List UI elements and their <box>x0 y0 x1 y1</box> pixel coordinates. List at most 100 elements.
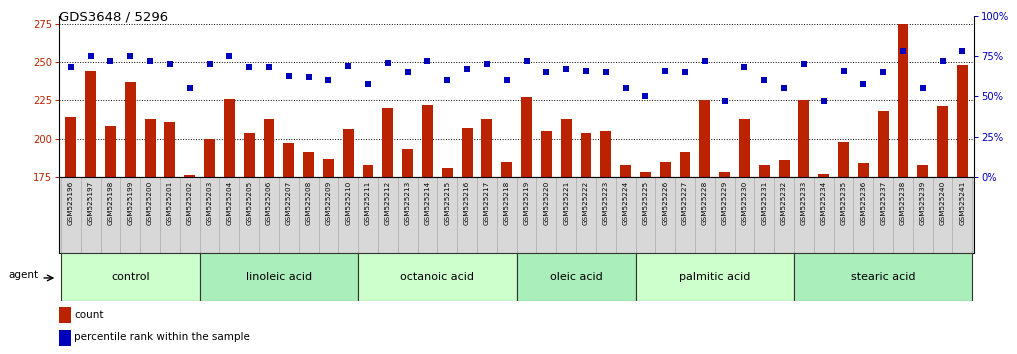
Point <box>281 73 297 78</box>
Point <box>142 58 159 64</box>
Point <box>598 69 614 75</box>
Text: GSM525196: GSM525196 <box>68 181 74 225</box>
Bar <box>441 168 453 354</box>
Point <box>697 58 713 64</box>
Bar <box>600 131 611 354</box>
Text: GSM525208: GSM525208 <box>306 181 311 225</box>
Point <box>657 68 673 74</box>
Text: GSM525209: GSM525209 <box>325 181 332 225</box>
Point <box>935 58 951 64</box>
Point <box>816 98 832 104</box>
Text: GSM525233: GSM525233 <box>801 181 806 225</box>
Point <box>63 65 79 70</box>
Text: GSM525201: GSM525201 <box>167 181 173 225</box>
Point <box>122 53 138 59</box>
Text: GSM525227: GSM525227 <box>682 181 689 225</box>
Text: GSM525226: GSM525226 <box>662 181 668 225</box>
Text: GSM525235: GSM525235 <box>840 181 846 225</box>
Bar <box>581 132 592 354</box>
Bar <box>521 97 532 354</box>
Point <box>459 66 475 72</box>
Bar <box>403 149 413 354</box>
Bar <box>957 65 968 354</box>
Point <box>795 61 812 67</box>
Point <box>82 53 99 59</box>
Bar <box>541 131 552 354</box>
Bar <box>620 165 632 354</box>
Text: GSM525223: GSM525223 <box>603 181 609 225</box>
Point <box>736 65 753 70</box>
Bar <box>660 162 670 354</box>
Text: GSM525197: GSM525197 <box>87 181 94 225</box>
Point <box>558 66 575 72</box>
Text: GSM525204: GSM525204 <box>227 181 232 225</box>
Text: GSM525234: GSM525234 <box>821 181 827 225</box>
Point <box>439 78 456 83</box>
Text: GDS3648 / 5296: GDS3648 / 5296 <box>59 11 168 24</box>
Text: GSM525216: GSM525216 <box>464 181 470 225</box>
Bar <box>798 100 810 354</box>
Bar <box>679 153 691 354</box>
Text: GSM525224: GSM525224 <box>622 181 629 225</box>
Point <box>419 58 435 64</box>
Bar <box>59 307 71 323</box>
Bar <box>244 132 254 354</box>
Bar <box>382 108 394 354</box>
Bar <box>819 174 829 354</box>
Text: oleic acid: oleic acid <box>550 272 602 282</box>
Bar <box>59 330 71 346</box>
Text: GSM525211: GSM525211 <box>365 181 371 225</box>
Text: GSM525213: GSM525213 <box>405 181 411 225</box>
Bar <box>343 130 354 354</box>
Point <box>162 61 178 67</box>
Point <box>222 53 238 59</box>
Text: GSM525240: GSM525240 <box>940 181 946 225</box>
Point <box>182 86 198 91</box>
Text: percentile rank within the sample: percentile rank within the sample <box>74 332 250 342</box>
Text: GSM525231: GSM525231 <box>762 181 767 225</box>
Text: GSM525200: GSM525200 <box>147 181 154 225</box>
Bar <box>719 172 730 354</box>
Point <box>875 69 891 75</box>
Bar <box>284 143 294 354</box>
Point <box>617 86 634 91</box>
Text: linoleic acid: linoleic acid <box>246 272 312 282</box>
Bar <box>144 119 156 354</box>
Bar <box>125 82 135 354</box>
Bar <box>85 71 97 354</box>
Point <box>103 58 119 64</box>
Bar <box>105 126 116 354</box>
Point <box>300 74 316 80</box>
Text: GSM525206: GSM525206 <box>266 181 272 225</box>
Bar <box>759 165 770 354</box>
Text: GSM525215: GSM525215 <box>444 181 451 225</box>
Bar <box>303 153 314 354</box>
Text: GSM525205: GSM525205 <box>246 181 252 225</box>
Point <box>638 93 654 99</box>
Point <box>201 61 218 67</box>
Bar <box>560 119 572 354</box>
Point <box>776 86 792 91</box>
Text: control: control <box>111 272 149 282</box>
Point <box>498 78 515 83</box>
Bar <box>481 119 492 354</box>
Text: GSM525212: GSM525212 <box>384 181 391 225</box>
Point <box>260 65 277 70</box>
Text: GSM525229: GSM525229 <box>722 181 727 225</box>
Bar <box>794 253 972 301</box>
Text: GSM525225: GSM525225 <box>643 181 649 225</box>
Point <box>360 81 376 86</box>
Bar <box>184 176 195 354</box>
Point <box>479 61 495 67</box>
Text: octanoic acid: octanoic acid <box>401 272 474 282</box>
Bar <box>263 119 275 354</box>
Text: GSM525199: GSM525199 <box>127 181 133 225</box>
Bar <box>363 165 373 354</box>
Text: GSM525207: GSM525207 <box>286 181 292 225</box>
Text: GSM525222: GSM525222 <box>583 181 589 225</box>
Bar <box>165 122 175 354</box>
Point <box>855 81 872 86</box>
Text: GSM525203: GSM525203 <box>206 181 213 225</box>
Bar <box>224 99 235 354</box>
Point <box>379 60 396 65</box>
